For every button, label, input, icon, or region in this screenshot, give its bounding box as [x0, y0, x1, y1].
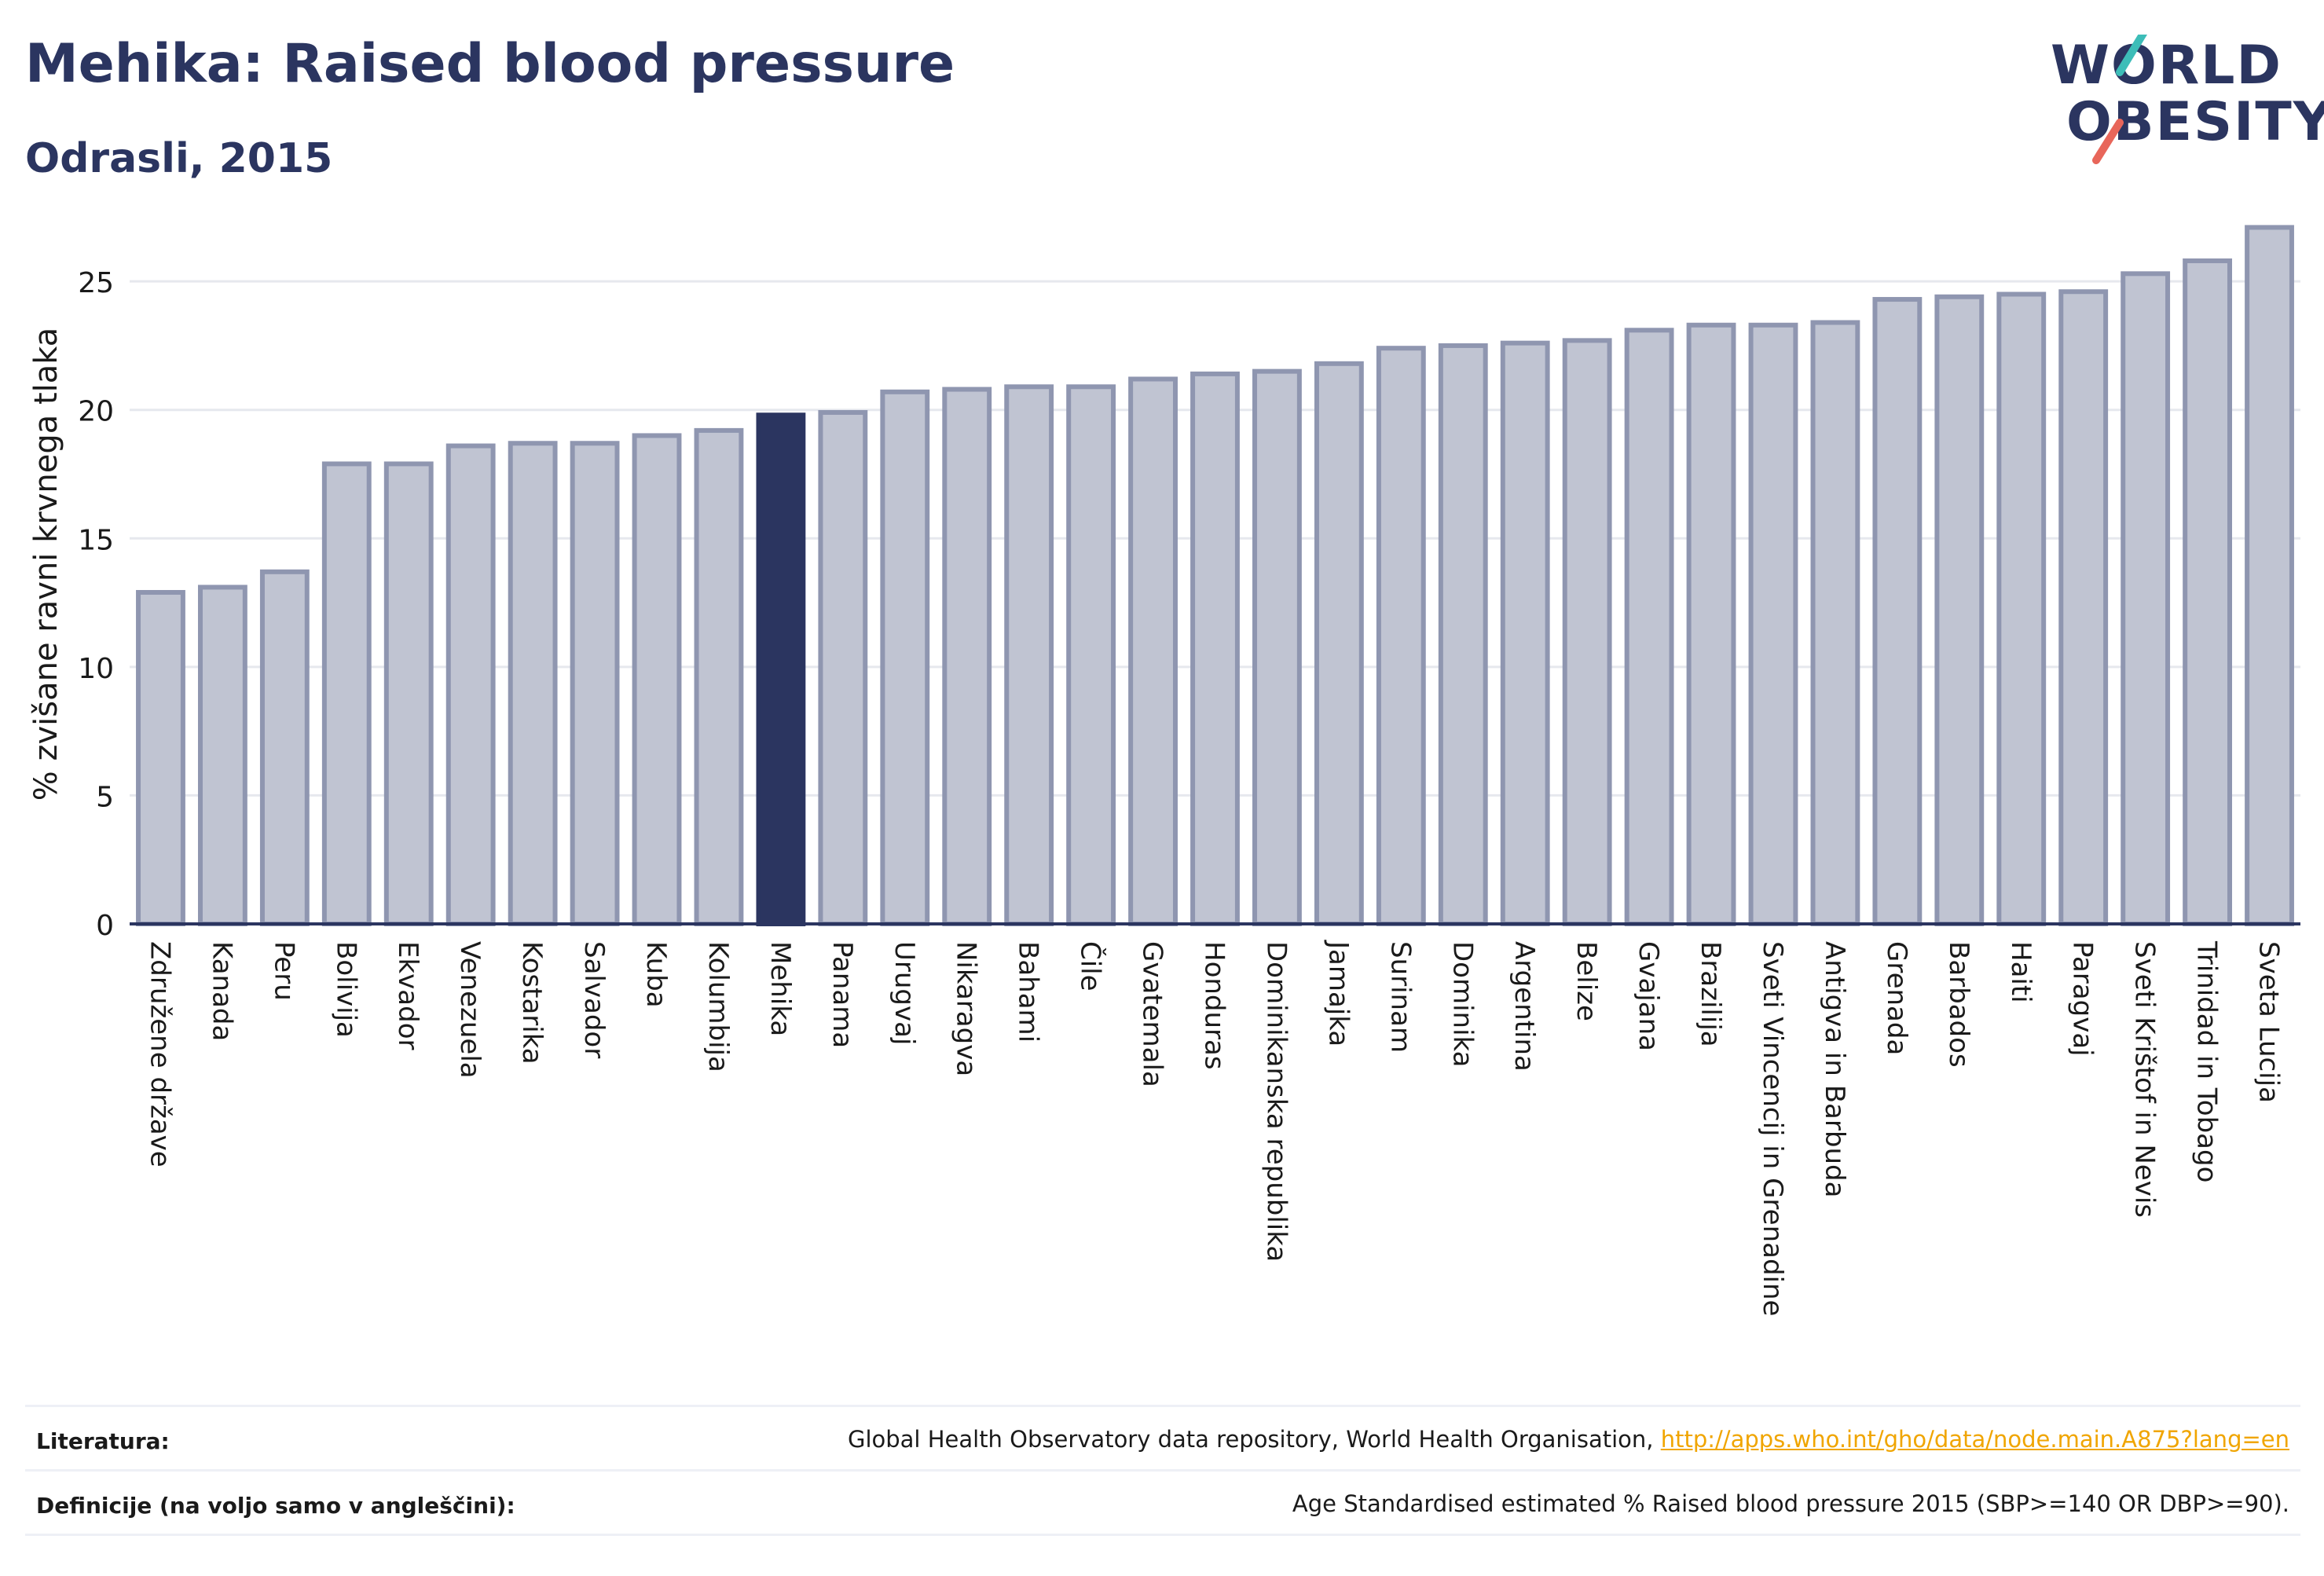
x-tick-label: Sveti Krištof in Nevis	[2129, 941, 2161, 1218]
page-subtitle: Odrasli, 2015	[25, 135, 333, 182]
x-tick-label: Bolivija	[330, 941, 361, 1038]
footer-divider-middle	[25, 1469, 2300, 1472]
footer-divider-top	[25, 1405, 2300, 1407]
x-tick-label: Kolumbija	[702, 941, 734, 1072]
x-tick-label: Haiti	[2005, 941, 2036, 1003]
bar	[321, 461, 372, 926]
x-tick-label: Kostarika	[516, 941, 548, 1065]
bar	[1624, 328, 1674, 927]
x-tick-label: Barbados	[1943, 941, 1974, 1068]
bar	[1996, 291, 2047, 926]
references-label: Literatura:	[36, 1428, 170, 1454]
x-tick-label: Paragvaj	[2067, 941, 2099, 1057]
definitions-text: Age Standardised estimated % Raised bloo…	[1292, 1490, 2289, 1517]
x-tick-label: Nikaragva	[951, 941, 982, 1076]
bar	[632, 433, 682, 926]
x-tick-label: Sveta Lucija	[2253, 941, 2285, 1103]
bar	[880, 389, 930, 927]
x-tick-label: Dominika	[1446, 941, 1478, 1067]
bar	[1376, 346, 1426, 926]
x-tick-label: Honduras	[1199, 941, 1230, 1070]
x-tick-label: Gvatemala	[1137, 941, 1168, 1087]
bar	[1686, 322, 1736, 926]
footer-divider-bottom	[25, 1534, 2300, 1536]
y-tick-label: 10	[78, 653, 114, 685]
bar	[570, 441, 620, 926]
references-source: Global Health Observatory data repositor…	[847, 1426, 1661, 1453]
x-tick-label: Urugvaj	[889, 941, 920, 1045]
x-tick-label: Grenada	[1881, 941, 1912, 1055]
bar	[694, 427, 744, 926]
x-tick-label: Kanada	[206, 941, 237, 1041]
bar	[1314, 361, 1364, 927]
bar	[1190, 371, 1240, 926]
x-tick-label: Bahami	[1013, 941, 1044, 1043]
bar	[1128, 376, 1178, 926]
y-tick-label: 5	[96, 781, 114, 813]
page-title: Mehika: Raised blood pressure	[25, 33, 955, 95]
y-tick-label: 20	[78, 396, 114, 428]
bar	[1438, 343, 1488, 926]
y-tick-label: 25	[78, 267, 114, 299]
x-tick-label: Jamajka	[1322, 940, 1354, 1046]
x-tick-label: Belize	[1571, 941, 1602, 1021]
bar	[445, 443, 496, 926]
bar	[1872, 297, 1923, 927]
bar	[1562, 338, 1612, 926]
x-tick-label: Mehika	[764, 941, 796, 1036]
bar	[2183, 258, 2233, 926]
y-axis-label: % zvišane ravni krvnega tlaka	[28, 328, 64, 801]
x-tick-label: Sveti Vincencij in Grenadine	[1757, 941, 1788, 1316]
x-tick-label: Antigva in Barbuda	[1819, 941, 1850, 1197]
x-tick-label: Peru	[268, 941, 299, 1001]
bar	[2245, 225, 2294, 926]
x-tick-label: Združene države	[144, 941, 175, 1167]
x-tick-label: Dominikanska republika	[1260, 941, 1292, 1262]
x-tick-label: Brazilija	[1695, 941, 1726, 1047]
bar	[1004, 384, 1054, 926]
x-tick-label: Salvador	[578, 941, 610, 1058]
x-tick-label: Surinam	[1384, 941, 1416, 1053]
bar	[1934, 294, 1985, 926]
world-obesity-logo: WORLD OBESITY	[2051, 35, 2324, 168]
bar	[2058, 289, 2109, 926]
y-tick-label: 15	[78, 524, 114, 556]
bar-chart: 0 5 10 15 20 25 Združene države Kanada Peru Boliv…	[28, 225, 2300, 1316]
bar	[818, 409, 868, 926]
x-tick-label: Panama	[827, 941, 858, 1048]
bar	[259, 569, 310, 926]
definitions-label: Definicije (na voljo samo v angleščini):	[36, 1493, 515, 1519]
bar	[197, 585, 247, 926]
bar	[508, 441, 558, 926]
x-tick-label: Trinidad in Tobago	[2191, 940, 2223, 1182]
bar	[942, 387, 992, 927]
x-tick-label: Čile	[1075, 941, 1107, 991]
bar	[136, 589, 185, 926]
y-tick-label: 0	[96, 910, 114, 942]
bar	[1066, 384, 1116, 926]
bar	[2121, 271, 2171, 927]
bar	[1748, 322, 1798, 926]
x-tick-label: Venezuela	[454, 941, 486, 1079]
bar	[383, 461, 434, 926]
x-tick-label: Kuba	[640, 941, 672, 1008]
references-text: Global Health Observatory data repositor…	[848, 1426, 2289, 1453]
bar	[1500, 340, 1550, 926]
references-link[interactable]: http://apps.who.int/gho/data/node.main.A…	[1660, 1426, 2289, 1453]
bar	[1810, 320, 1860, 926]
x-tick-label: Gvajana	[1633, 941, 1664, 1051]
bar	[1252, 368, 1302, 926]
x-tick-label: Argentina	[1508, 941, 1540, 1072]
x-tick-label: Ekvador	[392, 941, 423, 1050]
bar	[756, 412, 806, 926]
logo-line-1: WORLD	[2051, 35, 2282, 97]
logo-slash-icon	[2092, 35, 2147, 164]
